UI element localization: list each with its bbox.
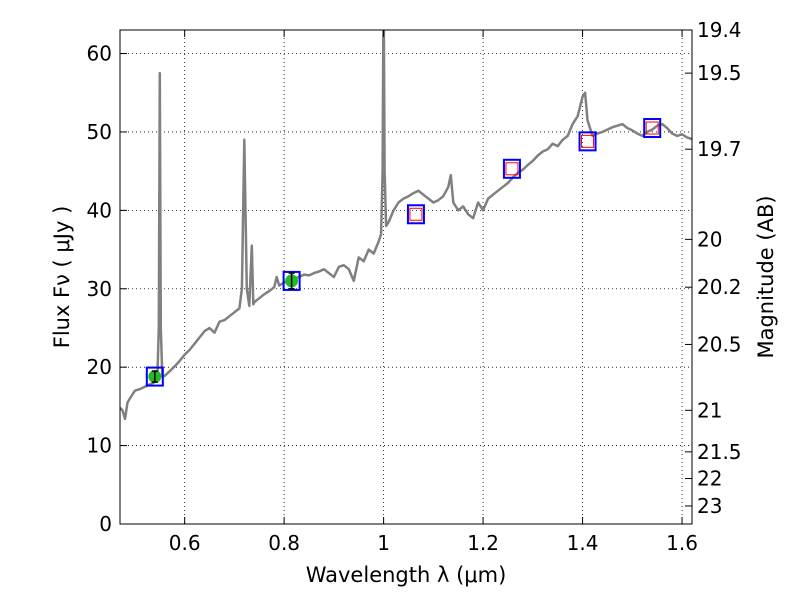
model-flux-box: [409, 207, 423, 221]
y-tick-label: 50: [87, 120, 112, 144]
mag-tick-label: 22: [697, 467, 722, 491]
x-tick-label: 0.8: [268, 531, 300, 555]
photometry-box: [145, 366, 164, 387]
mag-tick-label: 19.4: [697, 18, 742, 42]
series-layer: [120, 30, 692, 421]
model-flux-box: [505, 162, 519, 176]
photometry-markers: [145, 118, 662, 387]
y-tick-label: 40: [87, 198, 112, 222]
mag-tick-label: 20.2: [697, 275, 742, 299]
y-axis-label: Flux Fν ( μJy ): [50, 206, 74, 349]
y-tick-label: 0: [99, 512, 112, 536]
x-tick-label: 1.4: [567, 531, 599, 555]
y-tick-label: 30: [87, 277, 112, 301]
photometry-box: [578, 131, 597, 152]
photometry-box: [282, 270, 301, 291]
axis-ticks: 0.6 0.8 1 1.2 1.4 1.6 0 10 20 30 40 50 60 19.4 19.5 19.…: [87, 18, 742, 555]
y-tick-label: 10: [87, 434, 112, 458]
y-tick-label: 20: [87, 355, 112, 379]
mag-tick-label: 20: [697, 227, 722, 251]
mag-tick-label: 19.5: [697, 61, 742, 85]
y2-axis-label: Magnitude (AB): [754, 195, 778, 358]
photometry-box: [406, 204, 425, 225]
x-tick-label: 1.2: [467, 531, 499, 555]
mag-tick-label: 21: [697, 398, 722, 422]
plot-frame: [119, 29, 693, 525]
photometry-box: [643, 118, 662, 139]
x-tick-label: 0.6: [169, 531, 201, 555]
x-tick-label: 1: [377, 531, 390, 555]
grid-lines: [120, 30, 692, 524]
model-flux-box: [645, 121, 659, 135]
spectrum-line: [120, 30, 692, 421]
mag-tick-label: 19.7: [697, 137, 742, 161]
mag-tick-label: 20.5: [697, 332, 742, 356]
y-tick-label: 60: [87, 42, 112, 66]
photometry-point: [502, 158, 521, 179]
photometry-point: [406, 204, 425, 225]
photometry-point: [145, 366, 164, 387]
mag-tick-label: 21.5: [697, 440, 742, 464]
x-axis-label: Wavelength λ (μm): [306, 563, 507, 587]
photometry-point: [282, 270, 301, 291]
photometry-point: [643, 118, 662, 139]
x-tick-label: 1.6: [666, 531, 698, 555]
photometry-point: [578, 131, 597, 152]
photometry-box: [502, 158, 521, 179]
model-flux-box: [581, 134, 595, 148]
mag-tick-label: 23: [697, 494, 722, 518]
